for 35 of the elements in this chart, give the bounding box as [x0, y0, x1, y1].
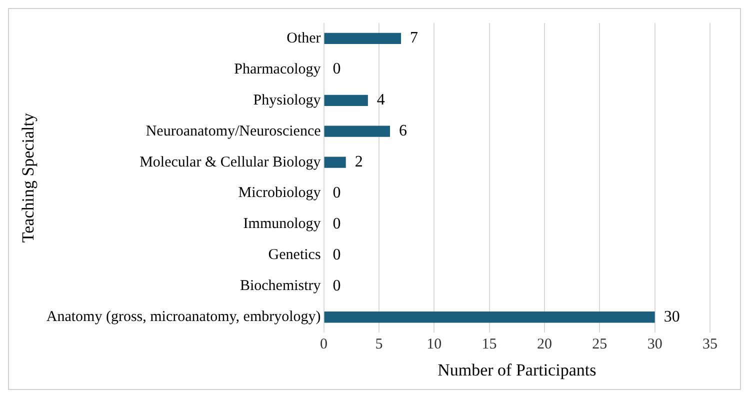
bar — [324, 156, 346, 168]
x-tick-label: 20 — [536, 336, 552, 353]
data-label: 30 — [664, 308, 680, 326]
x-tick-label: 25 — [592, 336, 608, 353]
bar — [324, 94, 368, 106]
y-tick-label: Anatomy (gross, microanatomy, embryology) — [46, 309, 321, 326]
y-tick-label: Immunology — [243, 216, 322, 232]
data-label: 0 — [332, 215, 341, 232]
x-tick-label: 5 — [375, 336, 383, 353]
data-label: 6 — [398, 122, 407, 140]
data-label: 0 — [332, 277, 341, 294]
data-label: 7 — [410, 30, 418, 47]
data-label: 0 — [332, 246, 341, 264]
data-label: 2 — [354, 154, 363, 171]
x-tick-label: 15 — [482, 336, 497, 353]
bar — [324, 312, 655, 323]
x-tick-label: 10 — [426, 336, 442, 353]
y-tick-label: Pharmacology — [234, 61, 322, 78]
y-tick-label: Other — [286, 30, 321, 46]
x-tick-label: 0 — [320, 336, 328, 353]
y-axis-title: Teaching Specialty — [18, 112, 38, 243]
bar — [324, 126, 390, 137]
x-tick-label: 30 — [647, 336, 662, 353]
bar — [324, 32, 402, 44]
data-label: 0 — [332, 184, 341, 202]
x-tick-label: 35 — [702, 336, 718, 353]
y-tick-label: Neuroanatomy/Neuroscience — [146, 123, 322, 140]
x-axis-title: Number of Participants — [438, 360, 596, 380]
y-tick-label: Molecular & Cellular Biology — [140, 154, 322, 170]
data-label: 4 — [376, 92, 385, 109]
y-tick-label: Biochemistry — [240, 278, 322, 294]
y-tick-label: Microbiology — [238, 185, 322, 202]
y-tick-label: Physiology — [253, 92, 322, 108]
y-tick-label: Genetics — [268, 247, 321, 264]
data-label: 0 — [332, 60, 341, 78]
